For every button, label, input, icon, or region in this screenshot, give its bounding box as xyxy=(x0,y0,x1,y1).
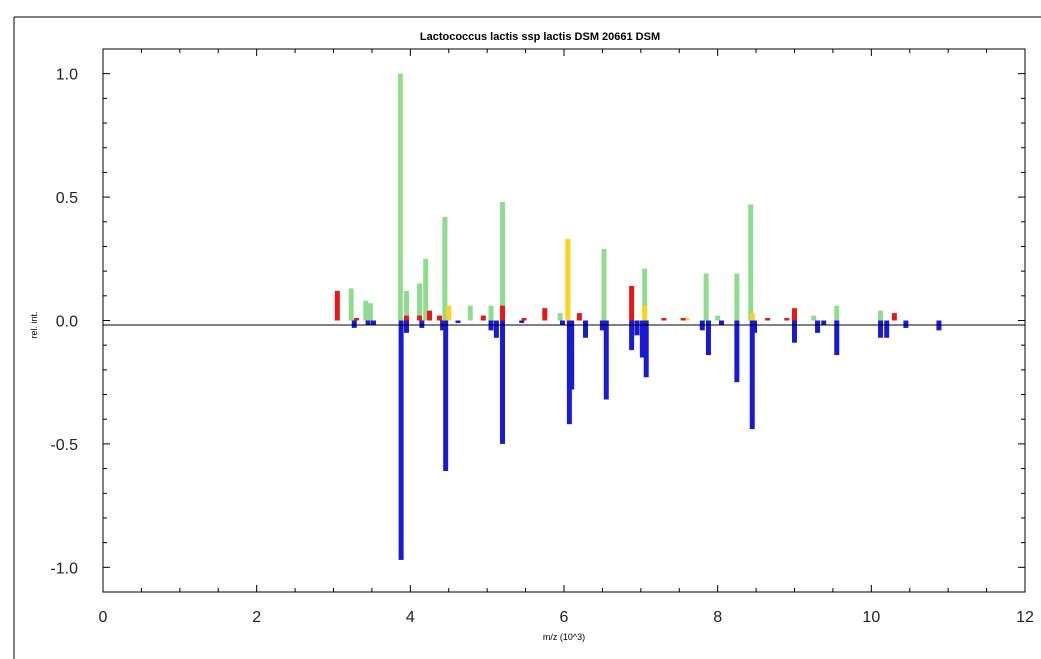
spectrum-bar xyxy=(500,202,506,321)
spectrum-bar xyxy=(629,285,635,321)
spectrum-bar xyxy=(397,73,403,321)
spectrum-bar xyxy=(749,313,755,321)
spectrum-bar xyxy=(792,308,797,321)
spectrum-bar xyxy=(455,320,461,323)
x-tick-label: 2 xyxy=(252,609,261,626)
spectrum-bar xyxy=(784,318,790,321)
spectrum-bar xyxy=(583,320,589,338)
spectrum-bar xyxy=(815,320,821,333)
spectrum-bar xyxy=(603,320,609,400)
x-tick-label: 6 xyxy=(560,609,569,626)
spectrum-bar xyxy=(365,320,371,326)
spectrum-bar xyxy=(334,290,340,321)
spectrum-bar xyxy=(684,318,690,321)
spectrum-bar xyxy=(403,320,409,333)
spectrum-bar xyxy=(542,308,548,321)
spectrum-bar xyxy=(403,315,409,321)
spectrum-bar xyxy=(480,315,486,321)
x-tick-label: 8 xyxy=(713,609,722,626)
spectrum-bar xyxy=(734,273,740,321)
spectrum-bar xyxy=(734,320,740,383)
spectrum-bar xyxy=(569,320,575,390)
spectrum-bar xyxy=(443,320,449,472)
spectrum-bar xyxy=(765,318,771,321)
spectrum-bar xyxy=(423,258,429,321)
x-tick-label: 4 xyxy=(406,609,415,626)
spectrum-bar xyxy=(559,320,565,326)
spectrum-bar xyxy=(500,305,506,321)
spectrum-bar xyxy=(348,288,354,321)
spectrum-bar xyxy=(834,320,840,356)
spectrum-bar xyxy=(427,310,433,321)
y-tick-label: 1.0 xyxy=(56,67,78,84)
spectrum-bar xyxy=(811,315,817,321)
spectrum-bar xyxy=(680,318,686,321)
spectrum-bar xyxy=(642,305,648,321)
spectrum-bar xyxy=(748,204,754,321)
spectrum-bar xyxy=(634,320,640,336)
spectrum-bar xyxy=(519,320,525,323)
x-axis-label: m/z (10^3) xyxy=(543,632,585,642)
spectrum-bar xyxy=(629,320,635,351)
spectrum-bar xyxy=(467,305,473,321)
spectrum-bar xyxy=(749,320,755,430)
spectrum-bar xyxy=(643,320,649,378)
y-tick-label: 0.0 xyxy=(56,314,78,331)
spectrum-bar xyxy=(565,239,571,321)
x-tick-label: 10 xyxy=(862,609,880,626)
spectrum-bar xyxy=(601,248,607,321)
spectrum-bar xyxy=(500,320,506,444)
spectrum-bar xyxy=(792,320,797,343)
spectrum-bar xyxy=(557,313,563,321)
spectrum-bar xyxy=(367,303,373,321)
y-axis-label: rel. int. xyxy=(29,311,39,338)
spectrum-bar xyxy=(752,320,758,333)
spectrum-bar xyxy=(703,273,709,321)
spectrum-bar xyxy=(417,283,423,321)
spectrum-bar xyxy=(878,320,884,338)
spectrum-bar xyxy=(437,315,443,321)
spectrum-bar xyxy=(705,320,711,356)
x-tick-label: 0 xyxy=(99,609,108,626)
spectrum-bar xyxy=(878,310,884,321)
spectrum-bar xyxy=(446,305,452,321)
spectrum-bar xyxy=(493,320,499,338)
spectrum-bar xyxy=(370,320,376,326)
axis-ticks xyxy=(102,48,1026,593)
spectrum-bar xyxy=(642,268,648,321)
spectrum-bar xyxy=(891,313,897,321)
spectrum-bar xyxy=(576,313,582,321)
spectrum-bar xyxy=(442,216,448,321)
spectrum-bar xyxy=(884,320,890,338)
spectrum-bar xyxy=(639,320,645,358)
spectrum-bar xyxy=(398,320,404,560)
y-tick-label: -1.0 xyxy=(50,560,78,577)
spectrum-bar xyxy=(821,320,827,326)
spectrum-bar xyxy=(363,300,369,321)
spectrum-bar xyxy=(661,318,667,321)
y-tick-label: -0.5 xyxy=(50,437,78,454)
spectrum-bar xyxy=(419,320,425,328)
spectrum-bar xyxy=(488,305,494,321)
chart-title: Lactococcus lactis ssp lactis DSM 20661 … xyxy=(420,31,660,43)
spectrum-bar xyxy=(719,320,725,326)
spectrum-bar xyxy=(354,318,360,321)
y-tick-label: 0.5 xyxy=(56,190,78,207)
spectrum-bar xyxy=(521,318,527,321)
spectrum-bar xyxy=(403,290,409,321)
tick-labels: 0 2 4 6 8 10 12 1.0 0.5 0.0 -0.5 -1.0 xyxy=(50,67,1034,626)
spectrum-bar xyxy=(417,315,423,321)
spectrum-bar xyxy=(834,305,840,321)
spectrum-bar xyxy=(715,315,721,321)
spectrum-bar xyxy=(351,320,357,328)
spectrum-bar xyxy=(903,320,909,328)
x-tick-label: 12 xyxy=(1016,609,1034,626)
